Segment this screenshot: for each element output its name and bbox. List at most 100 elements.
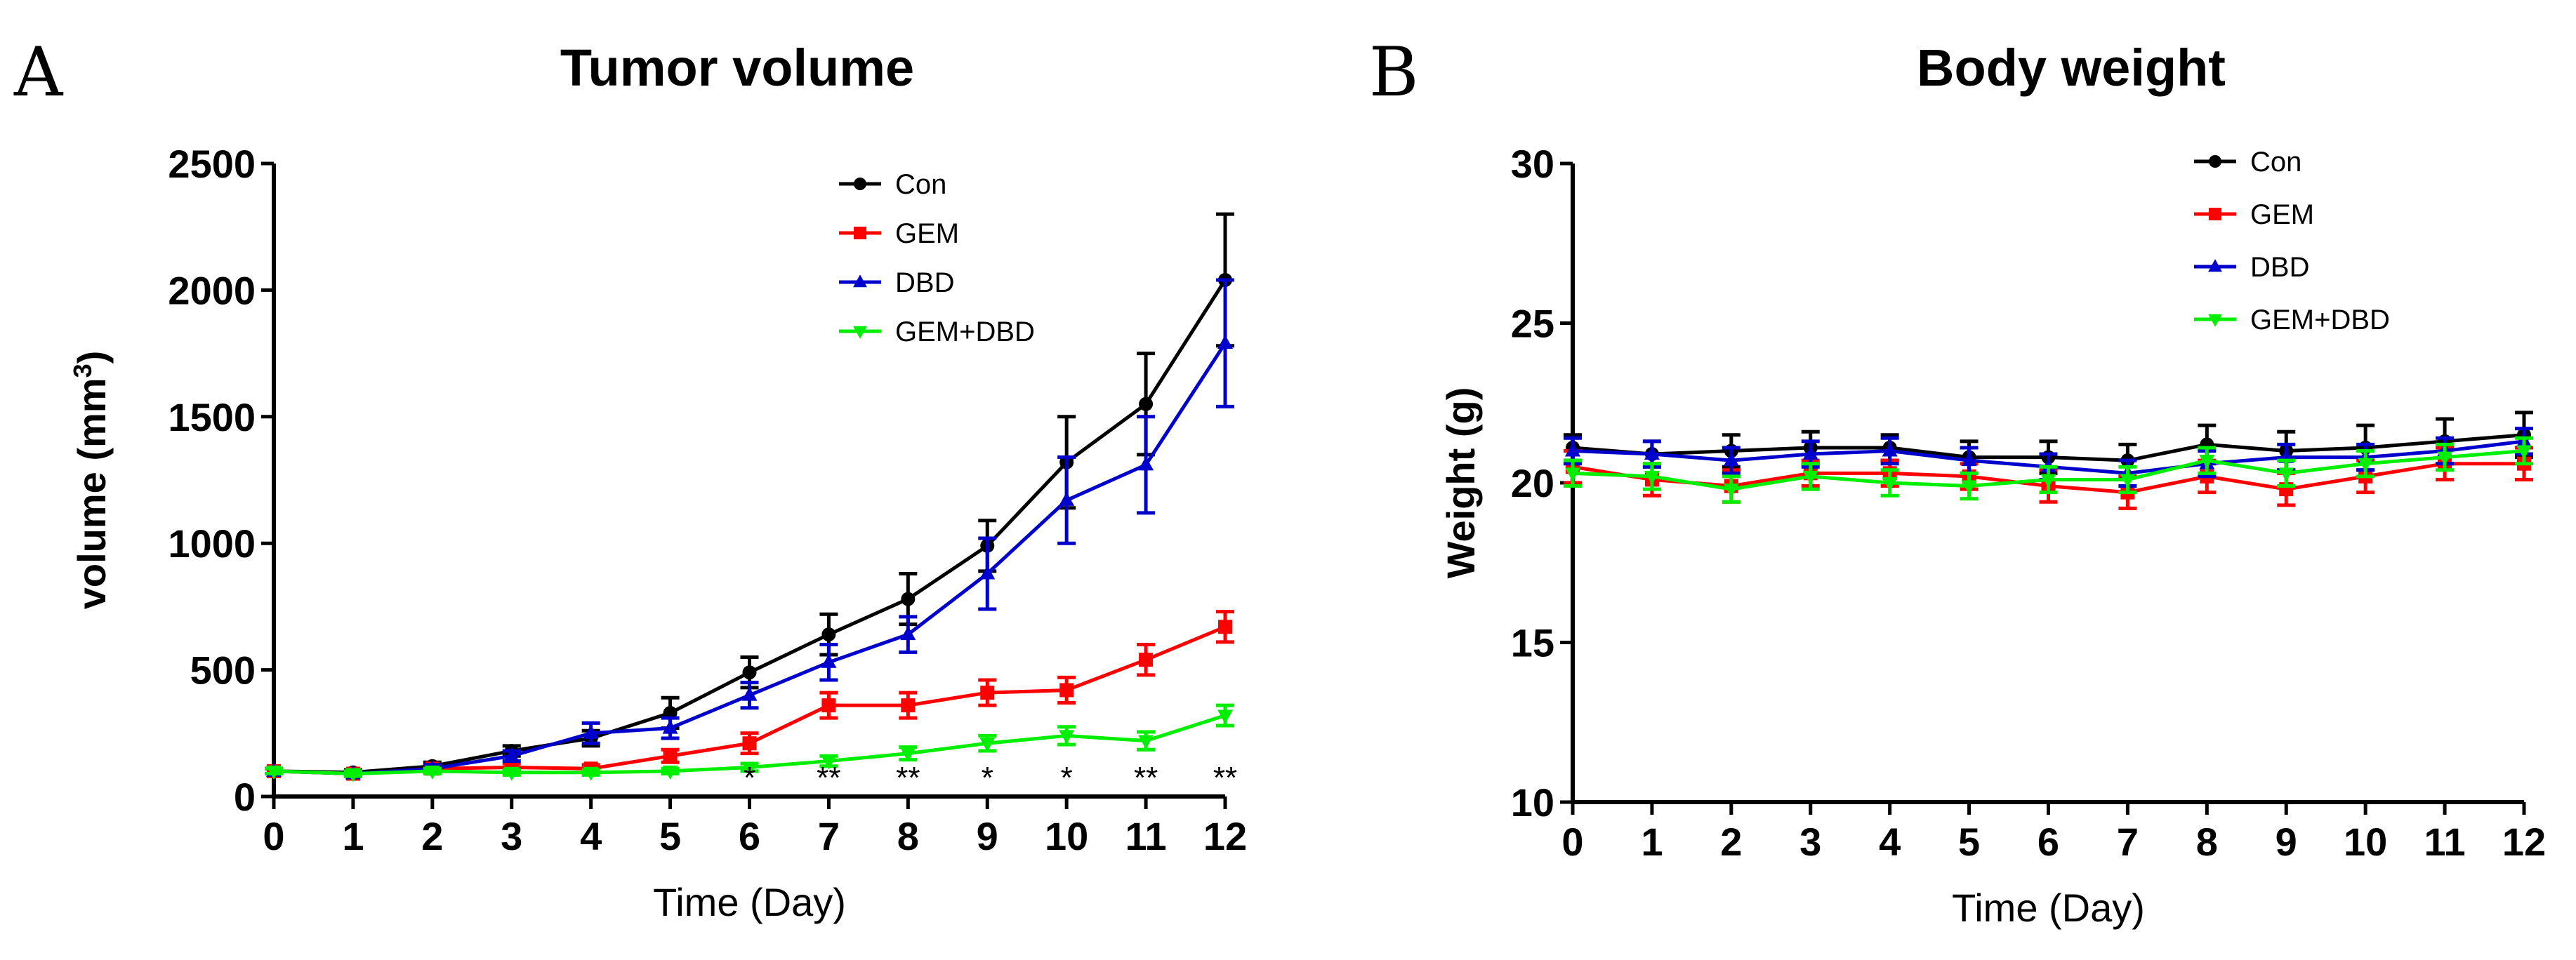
chart-a-series-gem-point — [901, 698, 916, 713]
chart-b-x-tick-label: 3 — [1799, 820, 1821, 864]
chart-b-y-tick-label: 20 — [1511, 461, 1554, 505]
chart-a-series-gem-point — [821, 698, 836, 713]
chart-b-series-gem-dbd-point — [2278, 467, 2294, 482]
chart-b-x-axis-title: Time (Day) — [1952, 886, 2145, 930]
chart-a-legend-label: Con — [895, 169, 946, 200]
chart-a-series-con-point — [821, 627, 836, 642]
chart-b-x-tick-label: 9 — [2276, 820, 2297, 864]
chart-a-legend-item-con: Con — [839, 169, 946, 200]
chart-a-x-tick-label: 5 — [659, 814, 681, 858]
chart-b-x-tick-label: 6 — [2037, 820, 2059, 864]
chart-a-x-tick-label: 1 — [342, 814, 364, 858]
chart-a-series-dbd-point — [900, 626, 916, 641]
chart-a-series-gem-point — [1059, 683, 1074, 698]
chart-a-x-tick-label: 12 — [1203, 814, 1247, 858]
chart-a-series-gem-dbd-point — [583, 766, 599, 781]
chart-a-significance-mark: ** — [896, 761, 920, 795]
panel-b-letter: B — [1369, 33, 1419, 112]
chart-a-y-axis-title: volume (mm3) — [68, 351, 114, 610]
chart-b-series-dbd-point — [1882, 442, 1898, 457]
chart-a-series-gem-point — [663, 749, 678, 764]
chart-a-significance-mark: ** — [817, 761, 840, 795]
chart-b-legend-item-dbd: DBD — [2194, 252, 2309, 283]
chart-b-y-tick-label: 25 — [1511, 302, 1554, 346]
chart-b-series-gem-dbd-point — [2120, 474, 2136, 488]
chart-a-legend-marker — [853, 326, 867, 339]
chart-a-series-dbd-point — [821, 653, 837, 668]
chart-a-series-gem-dbd-point — [900, 747, 916, 762]
chart-b-series-gem-dbd-point — [1961, 480, 1977, 495]
chart-b-series-gem-dbd — [1564, 436, 2533, 504]
chart-b-x-tick-label: 11 — [2424, 820, 2465, 864]
chart-a-y-tick-label: 1000 — [168, 521, 256, 566]
chart-a-series-gem-point — [980, 686, 995, 700]
chart-b-y-tick-label: 10 — [1511, 780, 1554, 825]
chart-a-series-dbd-point — [979, 565, 996, 580]
chart-b-series-dbd-point — [1644, 446, 1660, 460]
chart-a-series-gem-point — [742, 736, 757, 751]
chart-a-legend-marker — [853, 274, 867, 288]
chart-a-y-tick-label: 500 — [190, 648, 256, 693]
chart-a-series-gem-dbd-point — [266, 765, 282, 780]
chart-a-x-tick-label: 7 — [818, 814, 840, 858]
chart-a-series-gem-dbd-point — [1138, 735, 1154, 749]
chart-b-legend-label: DBD — [2250, 252, 2309, 283]
chart-a-series-dbd-point — [1138, 456, 1154, 471]
chart-a-y-tick-label: 2500 — [168, 142, 256, 186]
chart-b-series-gem-dbd-point — [2516, 445, 2532, 460]
chart-a-series-gem-dbd-point — [741, 761, 758, 776]
chart-a-y-tick-label: 0 — [234, 775, 256, 819]
chart-b-x-tick-label: 12 — [2502, 820, 2546, 864]
chart-a-y-tick-label: 2000 — [168, 268, 256, 312]
chart-a-legend-label: GEM — [895, 218, 959, 249]
chart-a-series-dbd-point — [662, 719, 678, 734]
chart-b-series-dbd-point — [1723, 452, 1739, 467]
chart-a-series-con-point — [1139, 396, 1154, 411]
chart-b-x-tick-label: 0 — [1561, 820, 1583, 864]
chart-a-series-gem-dbd-point — [821, 755, 837, 770]
chart-b-series-gem-dbd-point — [1723, 484, 1739, 498]
chart-b-y-axis-title: Weight (g) — [1439, 387, 1483, 579]
chart-b-x-tick-label: 8 — [2196, 820, 2218, 864]
chart-a-legend-item-dbd: DBD — [839, 267, 954, 298]
chart-a-x-tick-label: 11 — [1125, 814, 1166, 858]
chart-a-significance-mark: * — [982, 761, 993, 795]
panel-a-letter: A — [14, 33, 63, 112]
chart-a-series-gem-dbd-point — [662, 765, 678, 780]
chart-a-legend-marker — [854, 178, 866, 190]
chart-a-x-tick-label: 4 — [580, 814, 602, 858]
chart-a-legend-marker — [854, 227, 866, 239]
chart-b-series-gem-dbd-point — [1565, 467, 1580, 482]
chart-b-legend-marker — [2209, 208, 2221, 220]
chart-b-series-dbd-point — [1565, 442, 1580, 457]
chart-a-series-gem-point — [1139, 653, 1154, 667]
chart-b-title: Body weight — [1917, 39, 2226, 97]
chart-b-series-gem-dbd-point — [2358, 458, 2374, 472]
chart-b-legend-label: GEM+DBD — [2250, 305, 2390, 335]
chart-a-series-gem-dbd-point — [345, 768, 361, 782]
chart-a-x-tick-label: 2 — [421, 814, 443, 858]
chart-a-series-dbd-point — [1059, 491, 1075, 506]
chart-b-legend-marker — [2208, 314, 2222, 327]
chart-b-series-gem-dbd-point — [1802, 470, 1818, 485]
chart-b-x-tick-label: 7 — [2117, 820, 2139, 864]
chart-b-legend-label: GEM — [2250, 199, 2314, 230]
chart-a-series-con-point — [742, 665, 757, 680]
chart-a-series-dbd-point — [741, 686, 758, 701]
chart-a-series-gem-dbd-point — [503, 766, 520, 781]
chart-a-series-con-point — [901, 592, 916, 606]
chart-a-series-gem-dbd — [265, 703, 1234, 782]
chart-a-x-tick-label: 10 — [1045, 814, 1088, 858]
chart-a-legend-item-gem: GEM — [839, 218, 959, 249]
chart-b-x-tick-label: 10 — [2344, 820, 2387, 864]
chart-a-legend-item-gem-dbd: GEM+DBD — [839, 316, 1035, 347]
chart-b-x-tick-label: 2 — [1720, 820, 1742, 864]
chart-a-title: Tumor volume — [560, 39, 915, 97]
chart-a-series-dbd-point — [503, 747, 520, 762]
chart-b-series-gem-dbd-point — [1644, 470, 1660, 485]
chart-b-series-gem-dbd-point — [2437, 451, 2453, 466]
chart-b-series-gem-dbd-point — [1882, 477, 1898, 491]
chart-a-x-tick-label: 3 — [501, 814, 522, 858]
